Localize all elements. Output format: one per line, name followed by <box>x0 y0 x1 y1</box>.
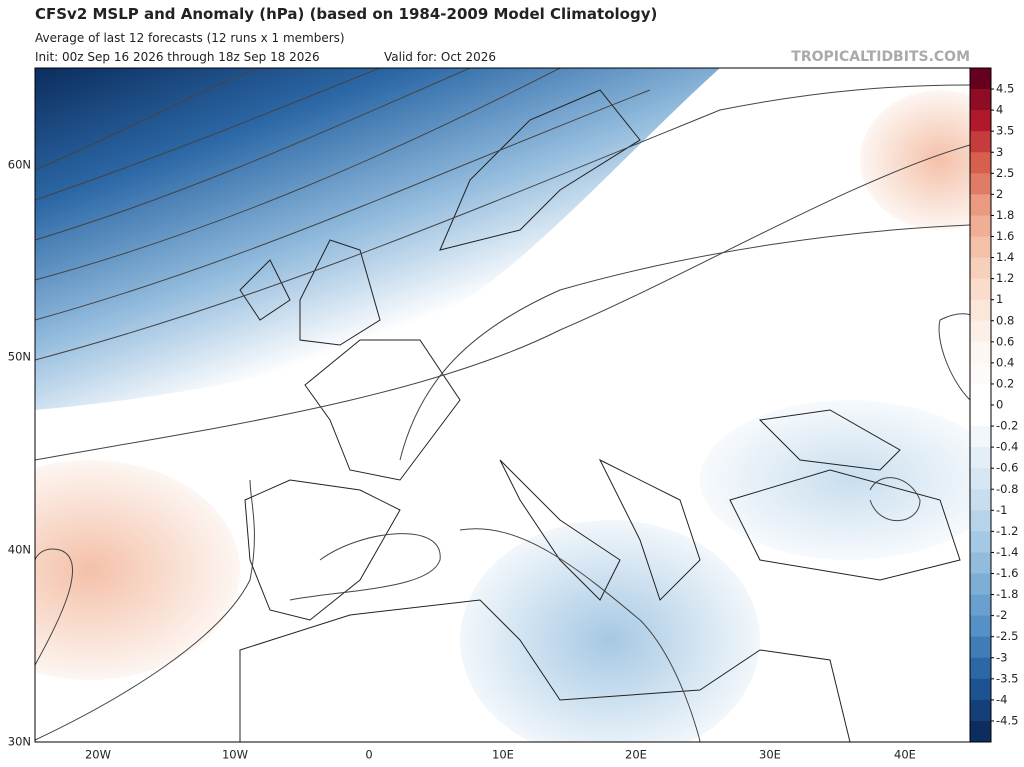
high-anomaly <box>860 90 970 230</box>
map <box>35 68 970 742</box>
colorbar-label: 0.6 <box>996 334 1014 348</box>
colorbar-swatch <box>970 194 991 216</box>
title: CFSv2 MSLP and Anomaly (hPa) (based on 1… <box>35 5 657 23</box>
colorbar-label: -2.5 <box>996 629 1018 643</box>
colorbar-label: -4 <box>996 692 1007 706</box>
low-anomaly <box>35 68 720 410</box>
colorbar-swatch <box>970 447 991 469</box>
colorbar-label: -0.4 <box>996 440 1018 454</box>
valid-text: Valid for: Oct 2026 <box>384 50 496 64</box>
high-anomaly <box>35 460 240 680</box>
colorbar-label: 2.5 <box>996 166 1014 180</box>
colorbar-label: 3.5 <box>996 124 1014 138</box>
colorbar-label: 1.8 <box>996 208 1014 222</box>
colorbar-swatch <box>970 636 991 659</box>
colorbar-swatch <box>970 510 991 532</box>
colorbar-label: 1.6 <box>996 229 1014 243</box>
lon-label: 10E <box>492 748 514 762</box>
colorbar-swatch <box>970 362 991 385</box>
watermark: TROPICALTIDBITS.COM <box>791 49 970 65</box>
colorbar-label: -4.5 <box>996 713 1018 727</box>
colorbar-swatch <box>970 573 991 596</box>
colorbar-label: 2 <box>996 187 1003 201</box>
lon-label: 10W <box>222 748 248 762</box>
colorbar-label: -2 <box>996 608 1007 622</box>
colorbar-swatch <box>970 489 991 511</box>
colorbar-swatch <box>970 405 991 427</box>
colorbar-swatch <box>970 299 991 322</box>
colorbar-label: 0.8 <box>996 313 1014 327</box>
colorbar-swatch <box>970 278 991 301</box>
colorbar-label: 4 <box>996 103 1003 117</box>
lon-label: 20W <box>85 748 111 762</box>
subtitle: Average of last 12 forecasts (12 runs x … <box>35 31 345 45</box>
colorbar-swatch <box>970 594 991 617</box>
colorbar-label: 4.5 <box>996 82 1014 96</box>
colorbar-label: -0.6 <box>996 461 1018 475</box>
colorbar-swatch <box>970 68 991 90</box>
colorbar-label: -3 <box>996 650 1007 664</box>
colorbar-label: 1.2 <box>996 271 1014 285</box>
colorbar-swatch <box>970 657 991 680</box>
isobar <box>35 68 970 742</box>
colorbar-swatch <box>970 152 991 174</box>
colorbar: 4.5 4 3.5 3 2.5 2 1.8 1.6 1.4 1.2 1 0.8 0.6 0.4 0.2 0 -0… <box>969 67 1018 743</box>
colorbar-swatch <box>970 720 991 743</box>
lat-label: 50N <box>8 350 31 364</box>
colorbar-swatch <box>970 678 991 701</box>
colorbar-swatch <box>970 215 991 237</box>
lat-label: 60N <box>8 158 31 172</box>
colorbar-label: -1.2 <box>996 524 1018 538</box>
colorbar-swatch <box>970 173 991 195</box>
colorbar-swatch <box>970 110 991 132</box>
colorbar-label: -1 <box>996 503 1007 517</box>
lon-label: 20E <box>625 748 647 762</box>
coastline <box>239 89 961 742</box>
colorbar-swatch <box>970 699 991 722</box>
colorbar-label: -3.5 <box>996 671 1018 685</box>
colorbar-swatch <box>970 426 991 448</box>
lon-label: 40E <box>894 748 916 762</box>
colorbar-label: -0.8 <box>996 482 1018 496</box>
colorbar-swatch <box>970 468 991 490</box>
colorbar-label: -1.8 <box>996 587 1018 601</box>
colorbar-label: -0.2 <box>996 419 1018 433</box>
colorbar-label: 0.2 <box>996 376 1014 390</box>
colorbar-swatch <box>970 89 991 111</box>
low-anomaly <box>460 520 760 742</box>
lon-labels: 20W 10W 0 10E 20E 30E 40E <box>85 748 916 762</box>
colorbar-swatch <box>970 383 991 406</box>
lat-labels: 60N 50N 40N 30N <box>8 158 31 749</box>
colorbar-swatch <box>970 236 991 259</box>
lon-label: 0 <box>365 748 372 762</box>
colorbar-label: 1 <box>996 292 1003 306</box>
colorbar-label: -1.4 <box>996 545 1018 559</box>
colorbar-swatch <box>970 531 991 553</box>
colorbar-swatch <box>970 320 991 343</box>
colorbar-swatch <box>970 615 991 638</box>
colorbar-label: 3 <box>996 145 1003 159</box>
colorbar-label: 1.4 <box>996 250 1014 264</box>
colorbar-swatch <box>970 341 991 364</box>
lon-label: 30E <box>759 748 781 762</box>
init-text: Init: 00z Sep 16 2026 through 18z Sep 18… <box>35 50 320 64</box>
low-anomaly <box>700 400 970 560</box>
lat-label: 40N <box>8 543 31 557</box>
colorbar-swatch <box>970 257 991 280</box>
colorbar-swatch <box>970 131 991 153</box>
colorbar-label: -1.6 <box>996 566 1018 580</box>
lat-label: 30N <box>8 735 31 749</box>
colorbar-label: 0.4 <box>996 355 1014 369</box>
colorbar-label: 0 <box>996 398 1003 412</box>
colorbar-swatch <box>970 552 991 574</box>
